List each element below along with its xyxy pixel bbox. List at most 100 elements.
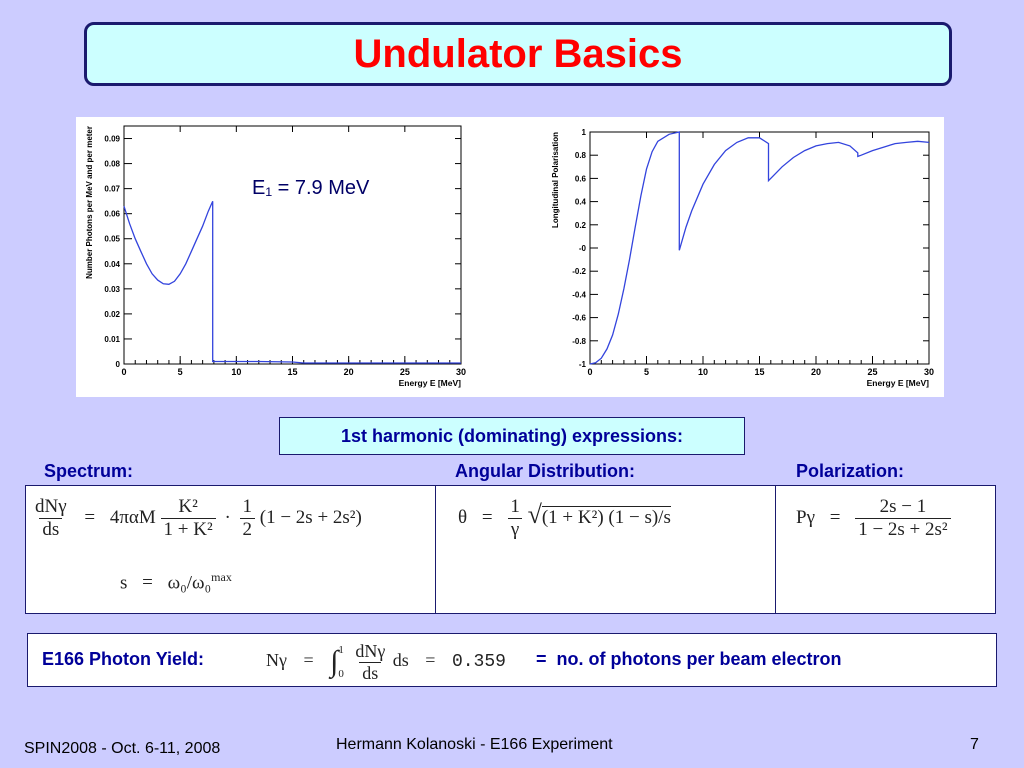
y-tick-label: 0.8 bbox=[575, 151, 587, 160]
s-sup: max bbox=[211, 570, 232, 584]
title-box: Undulator Basics bbox=[84, 22, 952, 86]
cell-divider bbox=[775, 486, 776, 613]
x-tick-label: 30 bbox=[924, 367, 934, 377]
x-tick-label: 15 bbox=[287, 367, 297, 377]
y-tick-label: -0.8 bbox=[572, 337, 586, 346]
chart-2: 0 5 10 15 20 25 30 -1 -0.8 -0.6 -0.4 -0.2 -0 0.2 0.4 0.… bbox=[551, 128, 934, 388]
y-tick-label: 0.01 bbox=[104, 335, 120, 344]
photon-yield-formula: Nγ = ∫ 1 0 dNγ ds ds = 0.359 bbox=[266, 638, 506, 686]
integral-limits: 1 0 bbox=[338, 638, 344, 686]
footer-page-number: 7 bbox=[970, 736, 979, 753]
pol-den: 1 − 2s + 2s² bbox=[855, 518, 951, 541]
chart-1: 0 5 10 15 20 25 30 0 0.01 0.02 0.03 0.04 0.05 0.06 0.0… bbox=[85, 125, 466, 388]
gamma-num: 1 bbox=[510, 496, 520, 517]
y-tick-label: 0.08 bbox=[104, 160, 120, 169]
y-tick-label: 0.05 bbox=[104, 235, 120, 244]
yield-lhs: Nγ bbox=[266, 650, 287, 671]
x-tick-label: 15 bbox=[754, 367, 764, 377]
y-tick-label: 0.04 bbox=[104, 260, 120, 269]
yield-fraction: dNγ ds bbox=[352, 641, 388, 684]
integral-sign: ∫ bbox=[330, 645, 339, 678]
plot-panel: 0 5 10 15 20 25 30 0 0.01 0.02 0.03 0.04 0.05 0.06 0.0… bbox=[76, 117, 944, 397]
y-tick-label: -0.2 bbox=[572, 267, 586, 276]
angular-distribution-label: Angular Distribution: bbox=[455, 461, 635, 481]
theta-symbol: θ bbox=[458, 506, 468, 528]
integral: ∫ 1 0 bbox=[330, 638, 348, 686]
spectrum-k-fraction: K² 1 + K² bbox=[160, 496, 216, 541]
pol-lhs: Pγ bbox=[796, 506, 815, 528]
footer-conference: SPIN2008 - Oct. 6-11, 2008 bbox=[24, 740, 221, 757]
x-tick-label: 5 bbox=[178, 367, 183, 377]
x-tick-label: 0 bbox=[587, 367, 592, 377]
sqrt-symbol: √ bbox=[527, 499, 542, 529]
equals-sign: = bbox=[84, 506, 96, 528]
y-tick-label: -1 bbox=[579, 360, 587, 369]
yield-num: dNγ bbox=[355, 640, 386, 661]
y-tick-label: -0.6 bbox=[572, 314, 586, 323]
y-axis-label: Number Photons per MeV and per meter bbox=[85, 126, 94, 279]
spectrum-lhs-num: dNγ bbox=[35, 496, 67, 517]
x-tick-label: 20 bbox=[811, 367, 821, 377]
photon-yield-description: = no. of photons per beam electron bbox=[536, 649, 842, 669]
y-tick-label: 0 bbox=[116, 360, 121, 369]
sqrt-radicand: (1 + K²) (1 − s)/s bbox=[541, 505, 671, 528]
y-tick-label: 0.6 bbox=[575, 174, 587, 183]
y-tick-label: 0.2 bbox=[575, 221, 587, 230]
x-tick-label: 5 bbox=[644, 367, 649, 377]
half-den: 2 bbox=[239, 518, 256, 541]
spectrum-lhs: dNγ ds bbox=[32, 496, 70, 541]
equals-sign: = bbox=[303, 650, 314, 671]
x-tick-label: 25 bbox=[867, 367, 877, 377]
x-axis-label: Energy E [MeV] bbox=[867, 378, 930, 388]
harmonic-heading: 1st harmonic (dominating) expressions: bbox=[279, 417, 745, 455]
y-tick-label: 0.02 bbox=[104, 310, 120, 319]
x-tick-label: 10 bbox=[698, 367, 708, 377]
footer-author: Hermann Kolanoski - E166 Experiment bbox=[336, 736, 613, 753]
y-tick-label: 0.07 bbox=[104, 185, 120, 194]
equals-sign: = bbox=[142, 572, 153, 594]
integral-upper: 1 bbox=[338, 644, 344, 656]
x-tick-label: 30 bbox=[456, 367, 466, 377]
dot-operator: · bbox=[224, 506, 231, 528]
pol-num: 2s − 1 bbox=[879, 496, 927, 517]
spectrum-coefficient: 4παM bbox=[109, 506, 156, 528]
yield-den: ds bbox=[359, 661, 382, 684]
x-tick-label: 10 bbox=[231, 367, 241, 377]
photon-yield-box: E166 Photon Yield: Nγ = ∫ 1 0 dNγ ds ds =… bbox=[27, 633, 997, 687]
gamma-den: γ bbox=[507, 518, 523, 541]
series-line bbox=[589, 131, 930, 365]
x-axis-label: Energy E [MeV] bbox=[399, 378, 462, 388]
yield-value: 0.359 bbox=[451, 652, 506, 673]
x-tick-label: 20 bbox=[344, 367, 354, 377]
y-tick-label: -0 bbox=[579, 244, 587, 253]
cell-divider bbox=[435, 486, 436, 613]
y-tick-label: -0.4 bbox=[572, 290, 586, 299]
x-tick-label: 0 bbox=[121, 367, 126, 377]
s-rhs: ω₀/ω₀ bbox=[167, 572, 212, 594]
y-tick-label: 1 bbox=[582, 128, 587, 137]
s-lhs: s bbox=[120, 572, 128, 594]
equals-sign: = bbox=[481, 506, 493, 528]
spectrum-label: Spectrum: bbox=[44, 461, 134, 481]
integral-lower: 0 bbox=[338, 668, 344, 680]
y-tick-label: 0.06 bbox=[104, 210, 120, 219]
plot-frame bbox=[123, 125, 462, 365]
plot-frame bbox=[589, 131, 930, 365]
half-num: 1 bbox=[242, 496, 253, 517]
photon-yield-label: E166 Photon Yield: bbox=[42, 649, 205, 669]
polarization-label: Polarization: bbox=[796, 461, 905, 481]
spectrum-tail: (1 − 2s + 2s²) bbox=[259, 506, 362, 528]
series-line bbox=[123, 200, 461, 364]
slide-title: Undulator Basics bbox=[353, 31, 683, 76]
y-tick-label: 0.09 bbox=[104, 135, 120, 144]
k-num: K² bbox=[178, 496, 198, 517]
plots-svg: 0 5 10 15 20 25 3000.010.020.030.040.050.060.0… bbox=[85, 125, 934, 388]
equals-sign: = bbox=[829, 506, 841, 528]
